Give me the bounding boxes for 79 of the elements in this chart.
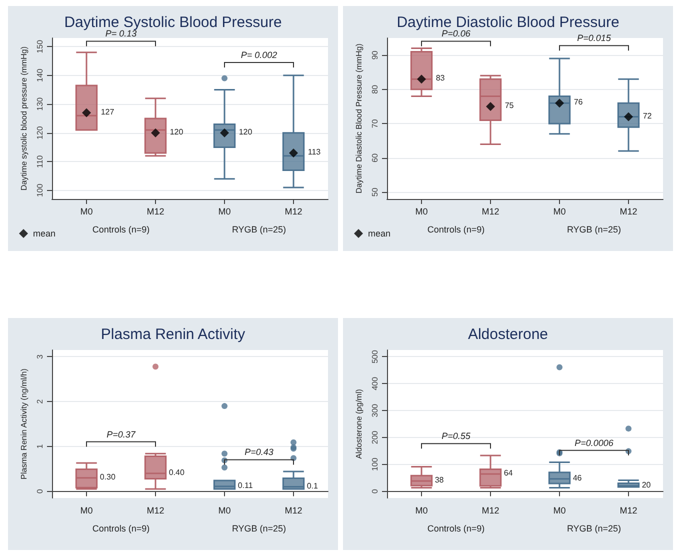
- chart-title: Plasma Renin Activity: [100, 326, 246, 343]
- text: Controls (n=9): [427, 524, 485, 534]
- text: RYGB (n=25): [232, 224, 286, 234]
- x-tick-label: M12: [620, 206, 638, 216]
- y-axis-title: Aldosterone (pg/ml): [354, 388, 364, 459]
- y-tick-label: 150: [36, 39, 44, 54]
- text: 0.30: [100, 472, 116, 482]
- chart-title: Daytime Systolic Blood Pressure: [64, 14, 282, 31]
- x-tick-label: M0: [553, 206, 566, 216]
- y-tick-label: 0: [36, 488, 44, 494]
- y-tick-label: 90: [370, 50, 380, 60]
- chart-title: Aldosterone: [468, 326, 548, 343]
- y-axis-title: Daytime Diastolic Blood Pressure (mmHg): [354, 43, 364, 194]
- data-label: 120: [238, 127, 253, 136]
- text: 0.1: [306, 481, 318, 490]
- text: 46: [572, 473, 582, 482]
- x-tick-label: M0: [80, 206, 93, 216]
- y-axis-title: Plasma Renin Activity (ng/ml/h): [20, 368, 29, 480]
- y-tick-label: 100: [370, 457, 380, 472]
- text: RYGB (n=25): [566, 524, 622, 534]
- y-tick-label: 140: [36, 68, 44, 82]
- x-tick-label: M12: [482, 506, 500, 516]
- text: 20: [642, 480, 651, 490]
- chart-title: Daytime Diastolic Blood Pressure: [396, 14, 620, 31]
- x-tick-label: M12: [482, 206, 500, 216]
- text: RYGB (n=25): [566, 224, 622, 234]
- x-tick-label: M0: [218, 206, 231, 216]
- y-tick-label: 80: [370, 84, 380, 94]
- x-tick-label: M12: [284, 206, 302, 216]
- data-label: 120: [170, 127, 184, 136]
- y-tick-label: 50: [370, 187, 380, 197]
- text: RYGB (n=25): [232, 524, 286, 534]
- annotation: P= 0.002: [240, 50, 278, 60]
- y-tick-label: 300: [370, 403, 380, 418]
- data-label: 76: [574, 98, 584, 107]
- annotation: P= 0.13: [105, 28, 137, 39]
- annotation: P=0.0006: [574, 438, 614, 448]
- annotation: P=0.015: [577, 33, 612, 44]
- x-tick-label: M12: [284, 506, 302, 516]
- y-tick-label: 1: [36, 444, 44, 449]
- y-tick-label: 60: [370, 152, 380, 162]
- text: Controls (n=9): [92, 524, 150, 534]
- y-tick-label: 120: [36, 126, 44, 140]
- legend-label: mean: [368, 228, 391, 238]
- y-tick-label: 200: [370, 430, 380, 444]
- data-label: 83: [436, 74, 446, 83]
- y-tick-label: 100: [36, 183, 44, 198]
- text: Controls (n=9): [427, 224, 485, 234]
- x-tick-label: M0: [80, 506, 93, 516]
- text: 38: [434, 476, 444, 485]
- annotation: P=0.37: [106, 429, 136, 440]
- text: Controls (n=9): [92, 224, 150, 234]
- data-label: 72: [642, 111, 652, 120]
- text: 64: [504, 468, 513, 478]
- y-tick-label: 2: [36, 398, 44, 404]
- annotation: P=0.06: [442, 28, 470, 39]
- annotation: P=0.43: [244, 447, 274, 458]
- y-tick-label: 0: [370, 488, 380, 494]
- x-tick-label: M0: [415, 506, 428, 516]
- annotation: P=0.55: [442, 431, 472, 442]
- legend-label: mean: [33, 228, 56, 238]
- data-label: 127: [100, 107, 115, 116]
- data-label: 113: [308, 148, 322, 156]
- y-tick-label: 500: [370, 350, 380, 364]
- y-tick-label: 3: [36, 354, 44, 359]
- x-tick-label: M0: [553, 506, 566, 516]
- x-tick-label: M12: [146, 206, 164, 216]
- y-tick-label: 110: [36, 154, 44, 168]
- text: 0.11: [238, 480, 253, 490]
- y-axis-title: Daytime systolic blood pressure (mmHg): [20, 46, 29, 191]
- x-tick-label: M12: [146, 506, 164, 516]
- x-tick-label: M0: [218, 506, 231, 516]
- x-tick-label: M12: [620, 506, 638, 516]
- y-tick-label: 400: [370, 376, 380, 390]
- text: 0.40: [168, 468, 184, 477]
- y-tick-label: 70: [370, 118, 380, 128]
- y-tick-label: 130: [36, 96, 44, 111]
- data-label: 75: [504, 101, 514, 110]
- x-tick-label: M0: [415, 206, 428, 216]
